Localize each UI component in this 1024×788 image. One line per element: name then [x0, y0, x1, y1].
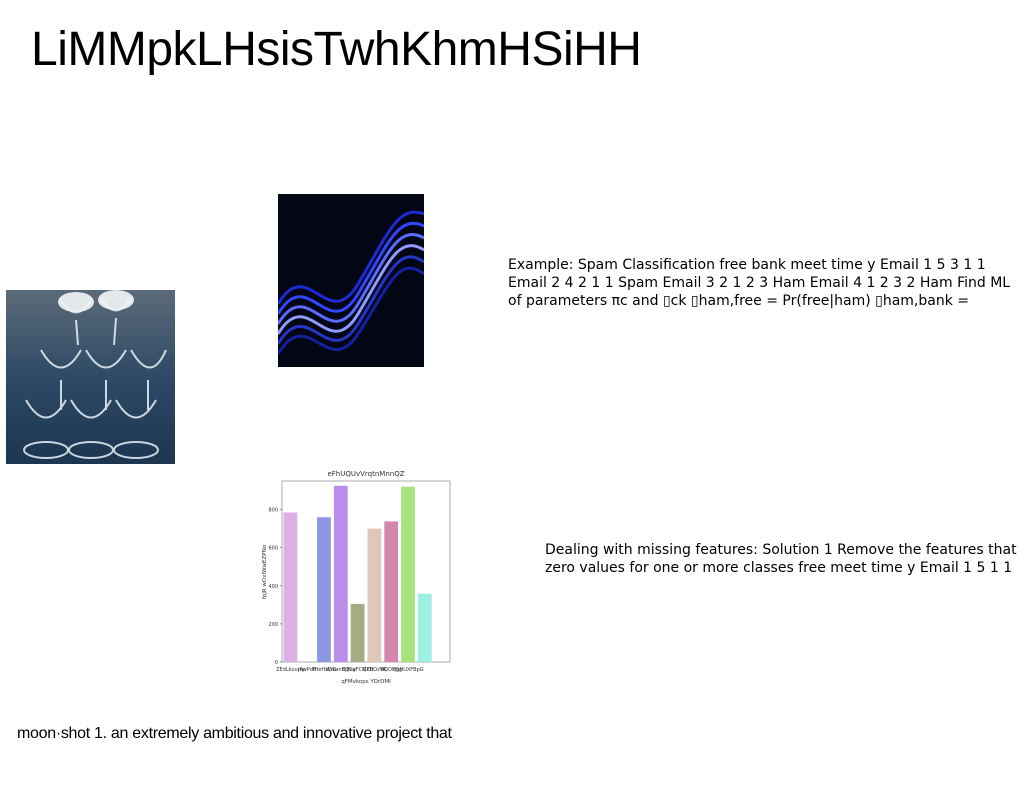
- chart-x-tick-label: PHeHzCIN: [312, 667, 337, 673]
- chart-y-tick-label: 800: [268, 508, 278, 514]
- chart-bar: [333, 485, 348, 662]
- champagne-glass-tower-image: [6, 290, 175, 464]
- chart-bar: [283, 512, 298, 662]
- chart-x-label: qFMvkops YDrDMI: [341, 679, 391, 685]
- chart-plot-area: [281, 480, 451, 663]
- chart-bar: [417, 593, 432, 662]
- page-title: LiMMpkLHsisTwhKhmHSiHH: [31, 23, 642, 76]
- missing-features-text: Dealing with missing features: Solution …: [545, 542, 1017, 576]
- chart-x-tick-label: WrLantIQCa: [326, 667, 356, 673]
- chart-bar: [350, 603, 365, 662]
- chart-x-tick-label: EjEayFCMFH: [342, 667, 373, 673]
- chart-y-tick-label: 400: [268, 584, 278, 590]
- chart-bar: [384, 521, 399, 662]
- bar-chart: eFhUQUvVrqtnMnnQZ 0 200 400 600 800 ZEdLkuur…: [262, 470, 451, 685]
- chart-x-tick-label: QSHUXFBpG: [392, 667, 423, 673]
- chart-y-tick-label: 0: [275, 660, 278, 666]
- chart-y-label: fpjR wOxIWwEZPNo: [262, 544, 268, 599]
- moonshot-definition-text: moon·shot 1. an extremely ambitious and …: [17, 725, 452, 742]
- blue-wave-abstract-image: [278, 194, 424, 367]
- chart-y-tick-label: 200: [268, 622, 278, 628]
- chart-x-tick-label: QZBOzV6: [362, 667, 386, 673]
- chart-title: eFhUQUvVrqtnMnnQZ: [327, 470, 404, 478]
- chart-bar: [367, 528, 382, 662]
- chart-y-tick-label: 600: [268, 546, 278, 552]
- chart-bar: [317, 517, 331, 662]
- chart-x-tick-label: NQOHgg: [380, 667, 402, 673]
- chart-x-tick-label: ZEdLkuurty: [276, 667, 305, 673]
- chart-x-tick-label: jAwPoB: [297, 667, 317, 673]
- spam-classification-text: Example: Spam Classification free bank m…: [508, 257, 1011, 309]
- chart-bar: [401, 486, 415, 662]
